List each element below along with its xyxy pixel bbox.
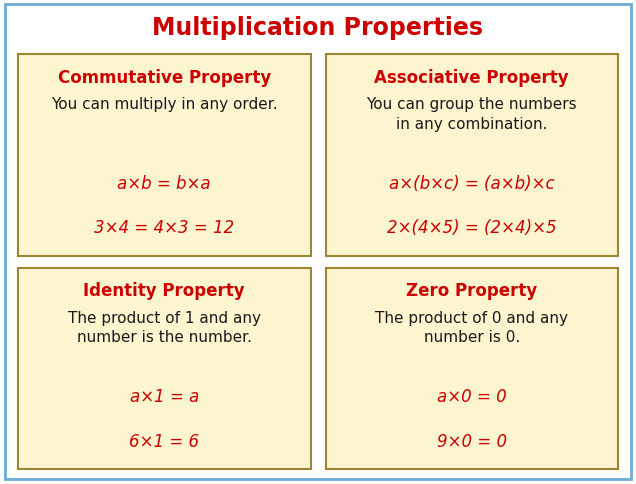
Text: Identity Property: Identity Property [83,282,245,300]
Text: a×b = b×a: a×b = b×a [118,175,211,193]
Text: 3×4 = 4×3 = 12: 3×4 = 4×3 = 12 [94,219,235,237]
Text: 6×1 = 6: 6×1 = 6 [129,432,199,450]
Text: Commutative Property: Commutative Property [58,69,271,87]
Text: The product of 0 and any
number is 0.: The product of 0 and any number is 0. [375,310,568,345]
Text: 2×(4×5) = (2×4)×5: 2×(4×5) = (2×4)×5 [387,219,556,237]
Text: The product of 1 and any
number is the number.: The product of 1 and any number is the n… [68,310,261,345]
FancyBboxPatch shape [18,55,310,256]
Text: You can multiply in any order.: You can multiply in any order. [51,97,277,112]
Text: a×0 = 0: a×0 = 0 [437,388,507,406]
FancyBboxPatch shape [326,268,618,469]
Text: Zero Property: Zero Property [406,282,537,300]
FancyBboxPatch shape [18,268,310,469]
FancyBboxPatch shape [5,5,631,479]
Text: 9×0 = 0: 9×0 = 0 [437,432,507,450]
Text: a×1 = a: a×1 = a [130,388,199,406]
Text: You can group the numbers
in any combination.: You can group the numbers in any combina… [366,97,577,132]
FancyBboxPatch shape [326,55,618,256]
Text: Associative Property: Associative Property [375,69,569,87]
Text: a×(b×c) = (a×b)×c: a×(b×c) = (a×b)×c [389,175,555,193]
Text: Multiplication Properties: Multiplication Properties [153,16,483,40]
